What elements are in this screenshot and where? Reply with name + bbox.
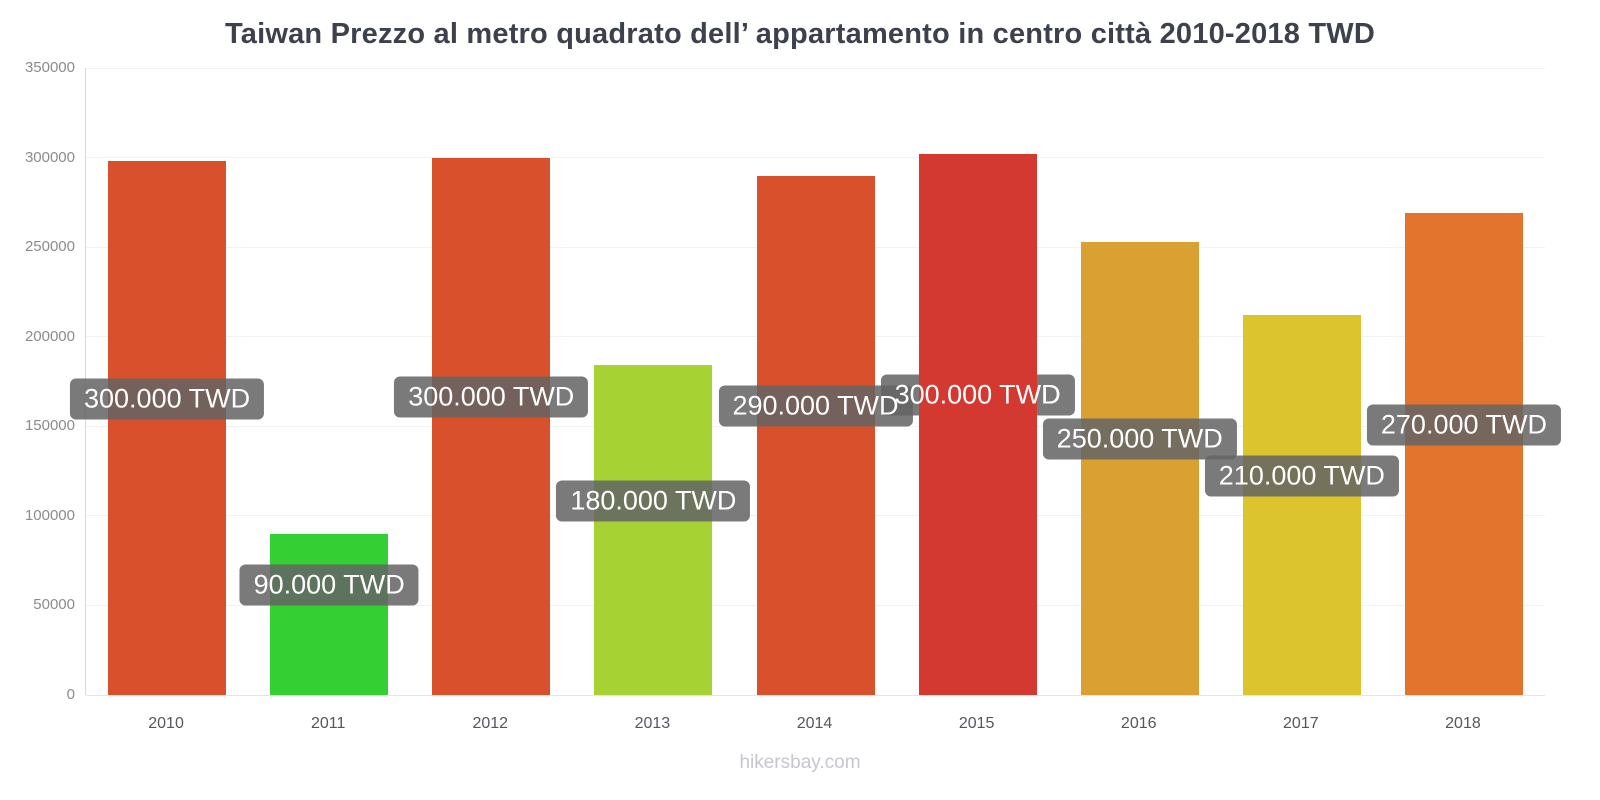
x-label-2011: 2011 [310, 715, 346, 732]
x-label-2010: 2010 [148, 715, 184, 732]
value-label-2017: 210.000 TWD [1204, 455, 1399, 497]
y-tick-300000: 300000 [24, 148, 75, 166]
bar-2012[interactable] [432, 157, 551, 695]
value-label-2014: 290.000 TWD [718, 385, 913, 427]
x-label-2013: 2013 [634, 715, 671, 732]
footer-watermark: hikersbay.com [739, 752, 861, 773]
bar-2011[interactable] [270, 533, 389, 695]
gridline-300000 [86, 157, 1545, 159]
gridline-350000 [86, 67, 1545, 69]
y-tick-50000: 50000 [33, 596, 75, 614]
x-label-2014: 2014 [796, 715, 833, 732]
bar-2017[interactable] [1242, 315, 1361, 695]
x-label-2012: 2012 [472, 715, 509, 732]
gridline-0 [86, 694, 1545, 696]
value-label-2012: 300.000 TWD [394, 376, 589, 418]
y-tick-100000: 100000 [24, 506, 75, 524]
value-label-2018: 270.000 TWD [1366, 404, 1561, 446]
bar-2010[interactable] [108, 161, 227, 695]
y-tick-0: 0 [66, 686, 75, 703]
bar-2013[interactable] [594, 365, 713, 695]
value-label-text-2015: 300.000 TWD [894, 379, 1061, 410]
y-tick-250000: 250000 [24, 238, 75, 256]
y-tick-350000: 350000 [24, 59, 75, 76]
y-tick-150000: 150000 [24, 417, 75, 435]
x-label-2018: 2018 [1445, 715, 1481, 732]
value-label-2016: 250.000 TWD [1042, 418, 1237, 460]
value-label-2010: 300.000 TWD [70, 378, 265, 420]
bar-2014[interactable] [756, 175, 875, 695]
x-label-2015: 2015 [958, 715, 995, 732]
chart-title: Taiwan Prezzo al metro quadrato dell’ ap… [225, 18, 1375, 50]
y-tick-200000: 200000 [24, 327, 75, 345]
bar-2015[interactable] [918, 154, 1037, 695]
bar-2018[interactable] [1404, 213, 1523, 695]
value-label-2011: 90.000 TWD [239, 564, 419, 606]
value-label-2013: 180.000 TWD [556, 480, 751, 522]
x-label-2017: 2017 [1283, 715, 1319, 732]
bar-2016[interactable] [1080, 241, 1199, 695]
plot-area: 300.000 TWD 90.000 TWD 300.000 TWD 180.000 … [70, 67, 1561, 696]
x-label-2016: 2016 [1120, 715, 1157, 732]
